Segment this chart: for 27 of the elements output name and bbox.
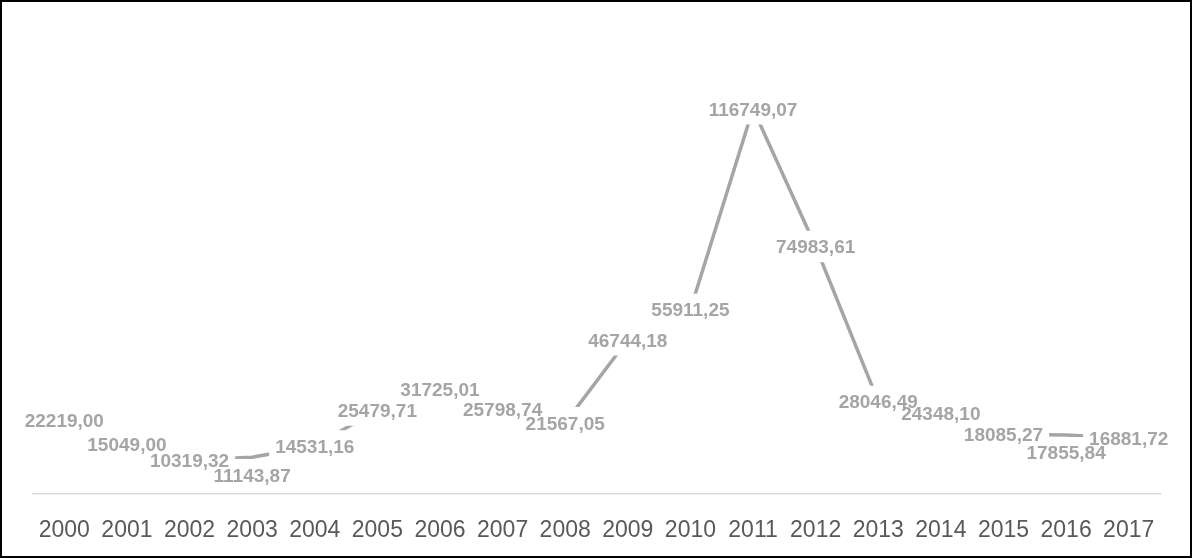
x-tick-label: 2002 (163, 516, 216, 543)
x-tick-label: 2005 (351, 516, 403, 543)
x-tick-label: 2008 (539, 516, 591, 543)
x-tick-label: 2017 (1103, 516, 1155, 543)
data-label: 22219,00 (24, 410, 104, 432)
x-tick-label: 2003 (226, 516, 278, 543)
data-label: 25479,71 (337, 399, 418, 421)
x-tick-label: 2016 (1040, 516, 1092, 543)
x-tick-label: 2007 (477, 516, 529, 543)
x-tick-label: 2011 (728, 516, 778, 543)
x-tick-label: 2015 (977, 516, 1030, 543)
x-tick-label: 2010 (664, 516, 716, 543)
data-label: 18085,27 (963, 424, 1044, 446)
x-tick-label: 2006 (414, 516, 466, 543)
x-tick-label: 2009 (602, 516, 654, 543)
data-label: 31725,01 (400, 379, 481, 401)
data-label: 74983,61 (776, 236, 856, 258)
data-label: 116749,07 (708, 98, 798, 120)
x-tick-label: 2001 (101, 516, 153, 543)
data-label: 46744,18 (588, 329, 668, 351)
x-tick-label: 2004 (289, 516, 341, 543)
x-tick-label: 2014 (915, 516, 967, 543)
x-tick-label: 2013 (852, 516, 904, 543)
data-label: 14531,16 (275, 435, 355, 457)
x-tick-label: 2012 (790, 516, 842, 543)
x-tick-label: 2000 (38, 516, 90, 543)
data-label: 55911,25 (651, 299, 730, 321)
